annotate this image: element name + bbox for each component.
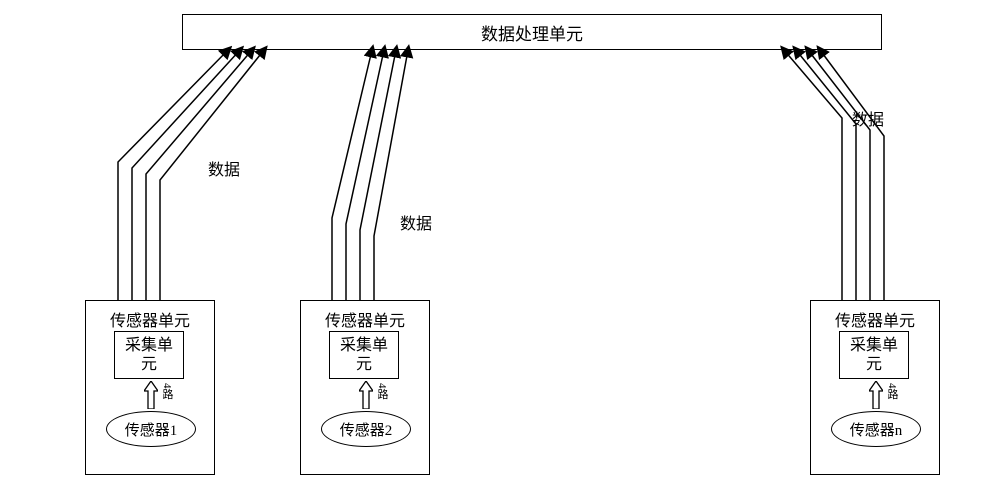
sensor-ellipse: 传感器1 [106, 411, 196, 447]
up-arrow-icon [144, 381, 158, 403]
sensor-ellipse: 传感器n [831, 411, 921, 447]
up-arrow-icon [359, 381, 373, 403]
arrow-channel-label: 4路 [884, 383, 900, 400]
up-arrow-icon [869, 381, 883, 403]
sensor-unit-title: 传感器单元 [811, 307, 939, 331]
sensor-unit-box: 传感器单元采集单元 4路传感器1 [85, 300, 215, 475]
collect-unit-box: 采集单元 [839, 331, 909, 379]
sensor-unit-box: 传感器单元采集单元 4路传感器2 [300, 300, 430, 475]
sensor-unit-title: 传感器单元 [301, 307, 429, 331]
sensor-unit-title: 传感器单元 [86, 307, 214, 331]
collect-unit-box: 采集单元 [329, 331, 399, 379]
sensor-ellipse: 传感器2 [321, 411, 411, 447]
diagram-canvas: 数据处理单元 数据 数据 数据 传感器单元采集单元4路传感器1传感器单元采集单元… [0, 0, 1000, 503]
data-processing-unit-box: 数据处理单元 [182, 14, 882, 50]
edge-label-data-2: 数据 [400, 210, 432, 234]
edge-label-data-1: 数据 [208, 156, 240, 180]
arrow-channel-label: 4路 [159, 383, 175, 400]
edge-label-data-3: 数据 [852, 106, 884, 130]
arrow-channel-label: 4路 [374, 383, 390, 400]
sensor-unit-box: 传感器单元采集单元 4路传感器n [810, 300, 940, 475]
collect-unit-box: 采集单元 [114, 331, 184, 379]
data-processing-unit-label: 数据处理单元 [481, 20, 583, 45]
